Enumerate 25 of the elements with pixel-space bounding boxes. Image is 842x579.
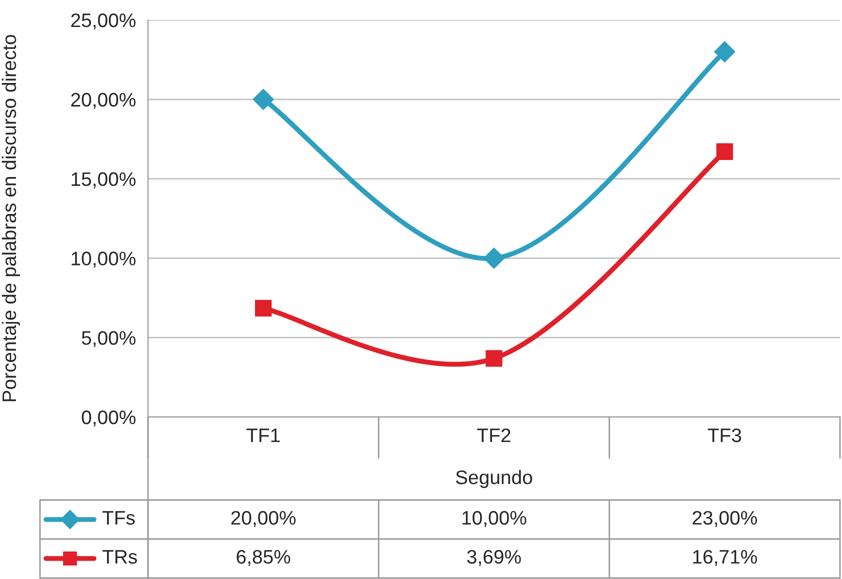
point — [714, 41, 736, 62]
data-label: 6,85% — [236, 550, 290, 566]
data-label: 10,00% — [462, 510, 526, 528]
legend-label: TRs — [102, 550, 137, 564]
x-tick-label: TF2 — [477, 428, 510, 442]
point — [486, 350, 502, 367]
y-tick-label: 10,00% — [72, 252, 136, 268]
point — [716, 143, 733, 160]
point — [255, 300, 272, 317]
y-tick-label: 15,00% — [72, 172, 136, 188]
y-tick-label: 5,00% — [82, 331, 136, 348]
y-tick-label: 25,00% — [71, 13, 136, 30]
data-label: 3,69% — [467, 550, 521, 566]
x-tick-label: TF3 — [708, 428, 742, 442]
data-label: 23,00% — [692, 510, 757, 528]
data-label: 20,00% — [231, 510, 296, 528]
x-tick-label: TF1 — [246, 428, 280, 442]
y-axis-title: Porcentaje de palabras en discurso directo — [2, 35, 20, 402]
legend-label: TFs — [102, 511, 135, 525]
y-tick-label: 20,00% — [71, 92, 136, 109]
point — [483, 248, 505, 269]
data-label: 16,71% — [693, 550, 757, 566]
y-tick-label: 0,00% — [82, 410, 136, 427]
x-axis-title: Segundo — [456, 470, 532, 488]
point — [252, 88, 274, 110]
